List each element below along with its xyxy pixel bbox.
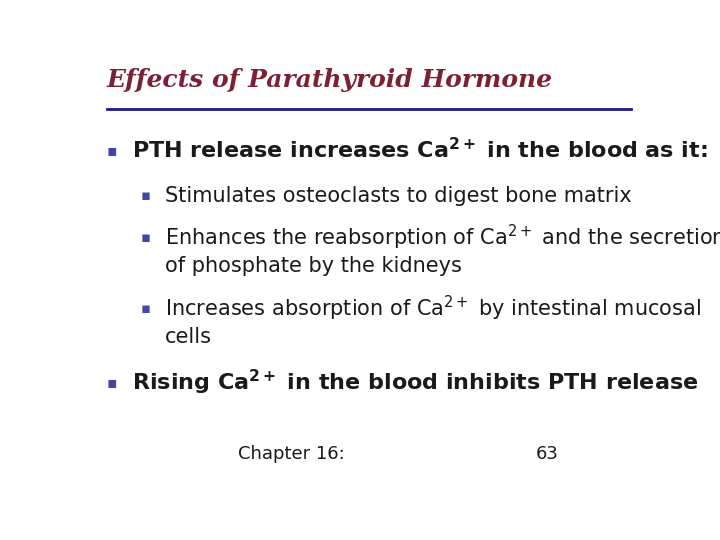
Text: ▪: ▪ bbox=[107, 143, 117, 158]
Text: Enhances the reabsorption of $\mathregular{Ca^{2+}}$ and the secretion: Enhances the reabsorption of $\mathregul… bbox=[166, 223, 720, 252]
Text: of phosphate by the kidneys: of phosphate by the kidneys bbox=[166, 256, 462, 276]
Text: ▪: ▪ bbox=[140, 301, 150, 315]
Text: PTH release increases $\mathregular{Ca^{2+}}$ in the blood as it:: PTH release increases $\mathregular{Ca^{… bbox=[132, 138, 708, 163]
Text: Stimulates osteoclasts to digest bone matrix: Stimulates osteoclasts to digest bone ma… bbox=[166, 186, 632, 206]
Text: Effects of Parathyroid Hormone: Effects of Parathyroid Hormone bbox=[107, 68, 553, 92]
Text: cells: cells bbox=[166, 327, 212, 347]
Text: ▪: ▪ bbox=[140, 230, 150, 245]
Text: Chapter 16:: Chapter 16: bbox=[238, 445, 344, 463]
Text: ▪: ▪ bbox=[107, 375, 117, 390]
Text: ▪: ▪ bbox=[140, 188, 150, 203]
Text: Increases absorption of $\mathregular{Ca^{2+}}$ by intestinal mucosal: Increases absorption of $\mathregular{Ca… bbox=[166, 293, 701, 322]
Text: 63: 63 bbox=[536, 445, 559, 463]
Text: Rising $\mathregular{Ca^{2+}}$ in the blood inhibits PTH release: Rising $\mathregular{Ca^{2+}}$ in the bl… bbox=[132, 368, 698, 397]
